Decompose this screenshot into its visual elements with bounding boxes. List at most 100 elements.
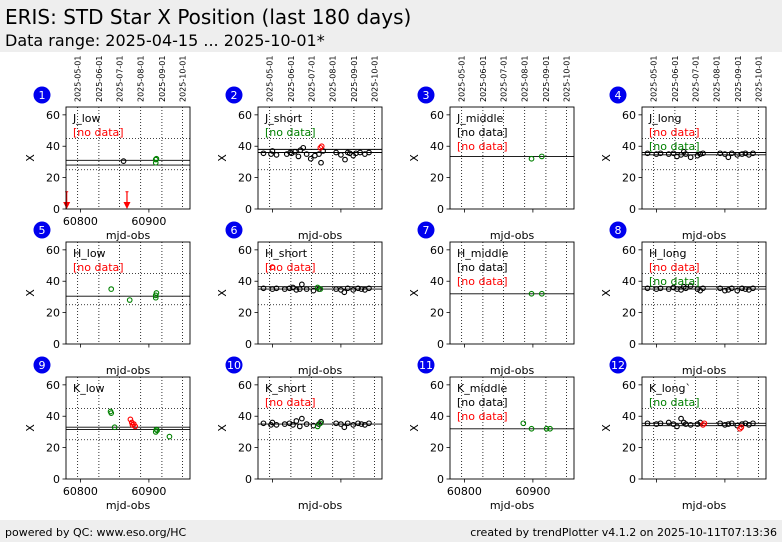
data-point xyxy=(725,421,732,427)
axes-frame xyxy=(641,106,767,210)
axes-frame xyxy=(641,241,767,345)
no-data-note: [no data] xyxy=(73,126,124,139)
data-point xyxy=(296,423,303,430)
y-axis-label: X xyxy=(24,424,37,432)
data-point xyxy=(286,285,293,292)
date-tick-label: 2025-09-01 xyxy=(542,56,551,103)
data-points xyxy=(644,415,756,432)
panel-number-badge xyxy=(609,221,627,239)
panel-label: J_long xyxy=(648,112,681,125)
data-point xyxy=(538,290,545,297)
panel-number: 1 xyxy=(39,89,46,102)
data-point xyxy=(273,422,280,428)
data-point xyxy=(366,285,372,292)
data-points xyxy=(644,148,756,161)
data-point xyxy=(333,149,339,156)
y-tick-label: 20 xyxy=(46,307,60,320)
date-tick-label: 2025-05-01 xyxy=(458,56,467,103)
panel-label: H_low xyxy=(73,247,106,260)
data-point xyxy=(357,149,363,156)
data-point xyxy=(665,286,672,292)
data-point xyxy=(722,422,728,428)
y-tick-label: 40 xyxy=(622,140,636,153)
axes-frame xyxy=(449,376,575,480)
data-point xyxy=(152,292,159,299)
data-point xyxy=(738,424,745,431)
data-point xyxy=(268,151,274,157)
data-point xyxy=(260,420,267,427)
axes-frame xyxy=(65,376,191,480)
data-point xyxy=(298,415,305,422)
footer-powered-by: powered by QC: www.eso.org/HC xyxy=(5,526,187,539)
panel-label: J_middle xyxy=(456,112,504,125)
y-tick-label: 60 xyxy=(46,109,60,122)
panel-number-badge xyxy=(225,356,243,374)
footer-created-by: created by trendPlotter v4.1.2 on 2025-1… xyxy=(470,526,777,539)
y-tick-label: 40 xyxy=(238,275,252,288)
axes-frame xyxy=(257,106,383,210)
data-point xyxy=(700,422,706,428)
panel-label: H_middle xyxy=(457,247,509,260)
limit-arrow-head xyxy=(63,202,71,209)
data-point xyxy=(317,420,324,427)
chart-panel-3: 2025-05-01 2025-06-01 2025-07-01 2025-08-01… xyxy=(408,56,575,242)
date-tick-label: 2025-08-01 xyxy=(137,56,146,103)
data-point xyxy=(314,423,321,430)
data-point xyxy=(341,289,348,296)
data-point xyxy=(665,419,672,426)
data-point xyxy=(318,143,325,150)
data-point xyxy=(333,420,339,427)
panel-number: 5 xyxy=(39,224,46,237)
data-point xyxy=(273,285,280,292)
data-point xyxy=(737,425,743,432)
panel-label: J_short xyxy=(264,112,303,125)
data-point xyxy=(132,423,139,430)
data-point xyxy=(687,283,694,289)
y-tick-label: 40 xyxy=(430,140,444,153)
date-tick-label: 2025-05-01 xyxy=(650,56,659,103)
data-point xyxy=(520,420,527,427)
no-data-note: [no data] xyxy=(265,261,316,274)
axes-frame xyxy=(65,241,191,345)
x-axis-label: mjd-obs xyxy=(298,229,343,242)
data-point xyxy=(355,285,361,292)
x-axis-label: mjd-obs xyxy=(682,229,727,242)
date-tick-label: 2025-07-01 xyxy=(115,56,124,103)
panel-number-badge xyxy=(225,86,243,104)
x-axis-label: mjd-obs xyxy=(682,364,727,377)
data-point xyxy=(728,150,735,157)
data-points xyxy=(260,415,372,431)
axes-frame xyxy=(257,376,383,480)
data-point xyxy=(293,418,300,424)
data-point xyxy=(739,151,745,157)
date-tick-label: 2025-05-01 xyxy=(74,56,83,103)
data-point xyxy=(358,421,365,427)
date-tick-label: 2025-08-01 xyxy=(521,56,530,103)
data-point xyxy=(687,154,694,161)
data-point xyxy=(687,422,694,428)
date-tick-label: 2025-08-01 xyxy=(329,56,338,103)
data-point xyxy=(126,297,133,303)
data-point xyxy=(350,422,357,428)
data-point xyxy=(657,150,664,157)
x-axis-label: mjd-obs xyxy=(490,364,535,377)
x-tick-label: 60900 xyxy=(515,485,550,498)
no-data-note: [no data] xyxy=(265,126,316,139)
data-point xyxy=(153,426,160,433)
y-tick-label: 40 xyxy=(430,410,444,423)
x-axis-label: mjd-obs xyxy=(106,499,151,512)
y-tick-label: 20 xyxy=(46,442,60,455)
x-tick-label: 60800 xyxy=(63,215,98,228)
data-points xyxy=(528,153,545,162)
x-axis-label: mjd-obs xyxy=(298,364,343,377)
chart-panel-1: 2025-05-01 2025-06-01 2025-07-01 2025-08-01… xyxy=(24,56,191,242)
y-axis-label: X xyxy=(408,289,421,297)
data-point xyxy=(355,420,361,427)
data-point xyxy=(739,285,745,292)
y-tick-label: 20 xyxy=(430,172,444,185)
x-tick-label: 60900 xyxy=(131,215,166,228)
data-point xyxy=(269,148,276,154)
panel-label: K_low xyxy=(73,382,105,395)
data-point xyxy=(303,286,310,292)
